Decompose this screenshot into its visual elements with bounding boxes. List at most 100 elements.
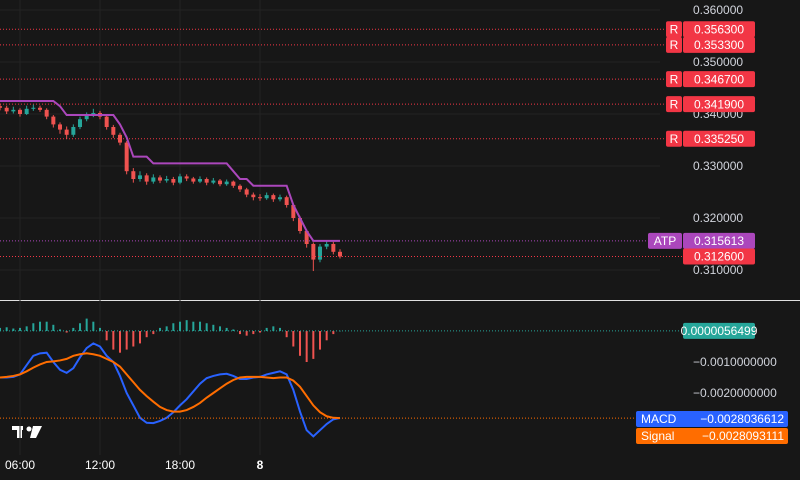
candle-body bbox=[244, 189, 249, 195]
level-label-box bbox=[683, 130, 755, 147]
candle-body bbox=[191, 178, 196, 182]
candle-body bbox=[104, 116, 109, 128]
candle-body bbox=[11, 109, 16, 112]
level-label-box bbox=[683, 71, 755, 88]
histogram-bar bbox=[245, 331, 248, 336]
indicator-line bbox=[0, 100, 340, 242]
candle-body bbox=[218, 180, 222, 185]
candle-body bbox=[338, 251, 342, 257]
histogram-bar bbox=[312, 331, 315, 359]
y-tick-label: 0.330000 bbox=[693, 159, 743, 173]
candle-body bbox=[78, 119, 82, 128]
last-price-label-box bbox=[683, 248, 755, 265]
level-tag-box bbox=[666, 96, 682, 113]
histogram-bar bbox=[332, 331, 335, 335]
candle-body bbox=[64, 129, 69, 135]
series-box bbox=[636, 428, 788, 444]
level-tag-box bbox=[666, 71, 682, 88]
candle-body bbox=[238, 185, 242, 190]
y-tick-label: 0.360000 bbox=[693, 3, 743, 17]
logo-part bbox=[30, 426, 42, 438]
histogram-bar bbox=[285, 331, 288, 338]
candle-body bbox=[31, 107, 36, 109]
candle-body bbox=[158, 177, 162, 181]
candle-body bbox=[318, 246, 322, 260]
histogram-bar bbox=[212, 324, 215, 331]
x-tick-label: 12:00 bbox=[85, 458, 115, 472]
histogram-bar bbox=[85, 318, 88, 331]
candle-body bbox=[84, 115, 89, 120]
candle-body bbox=[284, 197, 289, 206]
level-tag: R bbox=[670, 72, 679, 86]
histogram-bar bbox=[145, 331, 148, 338]
histogram-last-label: 0.0000056499 bbox=[681, 324, 758, 338]
histogram-bar bbox=[65, 331, 68, 333]
series-last-label: −0.0028036612 bbox=[700, 412, 784, 426]
candle-body bbox=[324, 244, 329, 247]
level-tag: R bbox=[670, 97, 679, 111]
histogram-bar bbox=[25, 326, 28, 331]
candle-body bbox=[131, 171, 136, 180]
histogram-bar bbox=[305, 331, 308, 362]
candle-body bbox=[231, 181, 236, 186]
histogram-bar bbox=[159, 327, 161, 331]
histogram-bar bbox=[259, 331, 261, 333]
histogram-bar bbox=[292, 331, 295, 347]
histogram-bar bbox=[12, 328, 15, 331]
histogram-bar bbox=[19, 327, 21, 331]
histogram-bar bbox=[5, 327, 8, 331]
histogram-bar bbox=[72, 327, 75, 331]
level-label: 0.335250 bbox=[694, 132, 744, 146]
candle-body bbox=[264, 195, 269, 199]
series-last-label: −0.0028093111 bbox=[702, 429, 784, 443]
level-tag-box bbox=[666, 36, 682, 53]
histogram-bar bbox=[165, 326, 168, 331]
histogram-bar bbox=[325, 331, 328, 341]
level-label: 0.353300 bbox=[694, 38, 744, 52]
level-label-box bbox=[683, 96, 755, 113]
y-tick-label: 0.320000 bbox=[693, 211, 743, 225]
candle-body bbox=[151, 177, 156, 182]
histogram-bar bbox=[185, 320, 188, 331]
histogram-bar bbox=[152, 331, 155, 335]
candle-body bbox=[164, 179, 169, 181]
x-tick-label: 18:00 bbox=[165, 458, 195, 472]
last-price-label: 0.312600 bbox=[694, 250, 744, 264]
histogram-bar bbox=[265, 327, 268, 331]
histogram-bar bbox=[79, 323, 81, 331]
macd-line bbox=[0, 352, 341, 420]
candle-body bbox=[251, 194, 256, 198]
series-name: ATP bbox=[654, 234, 676, 248]
candle-body bbox=[44, 109, 49, 117]
y-tick-label: 0.350000 bbox=[693, 55, 743, 69]
histogram-bar bbox=[252, 331, 255, 335]
histogram-bar bbox=[92, 321, 95, 331]
histogram-bar bbox=[279, 327, 281, 331]
histogram-bar bbox=[132, 331, 135, 347]
candle-body bbox=[118, 134, 122, 143]
histogram-bar bbox=[179, 321, 181, 331]
level-label: 0.341900 bbox=[694, 97, 744, 111]
candle-body bbox=[124, 142, 129, 172]
histogram-bar bbox=[105, 331, 108, 341]
histogram-bar bbox=[45, 321, 48, 331]
histogram-bar bbox=[139, 331, 141, 344]
series-box bbox=[636, 411, 788, 427]
candle-body bbox=[204, 179, 209, 183]
candle-body bbox=[198, 179, 202, 182]
histogram-bar bbox=[232, 329, 235, 331]
candle-body bbox=[291, 205, 296, 219]
candle-body bbox=[91, 112, 96, 116]
level-label: 0.356300 bbox=[694, 22, 744, 36]
candle-body bbox=[311, 244, 316, 260]
histogram-bar bbox=[272, 326, 275, 331]
candle-body bbox=[71, 127, 76, 135]
histogram-bar bbox=[99, 327, 101, 331]
histogram-bar bbox=[219, 326, 221, 331]
candle-body bbox=[51, 116, 56, 125]
histogram-bar bbox=[125, 331, 128, 350]
candle-body bbox=[171, 179, 176, 183]
candle-body bbox=[111, 127, 116, 135]
